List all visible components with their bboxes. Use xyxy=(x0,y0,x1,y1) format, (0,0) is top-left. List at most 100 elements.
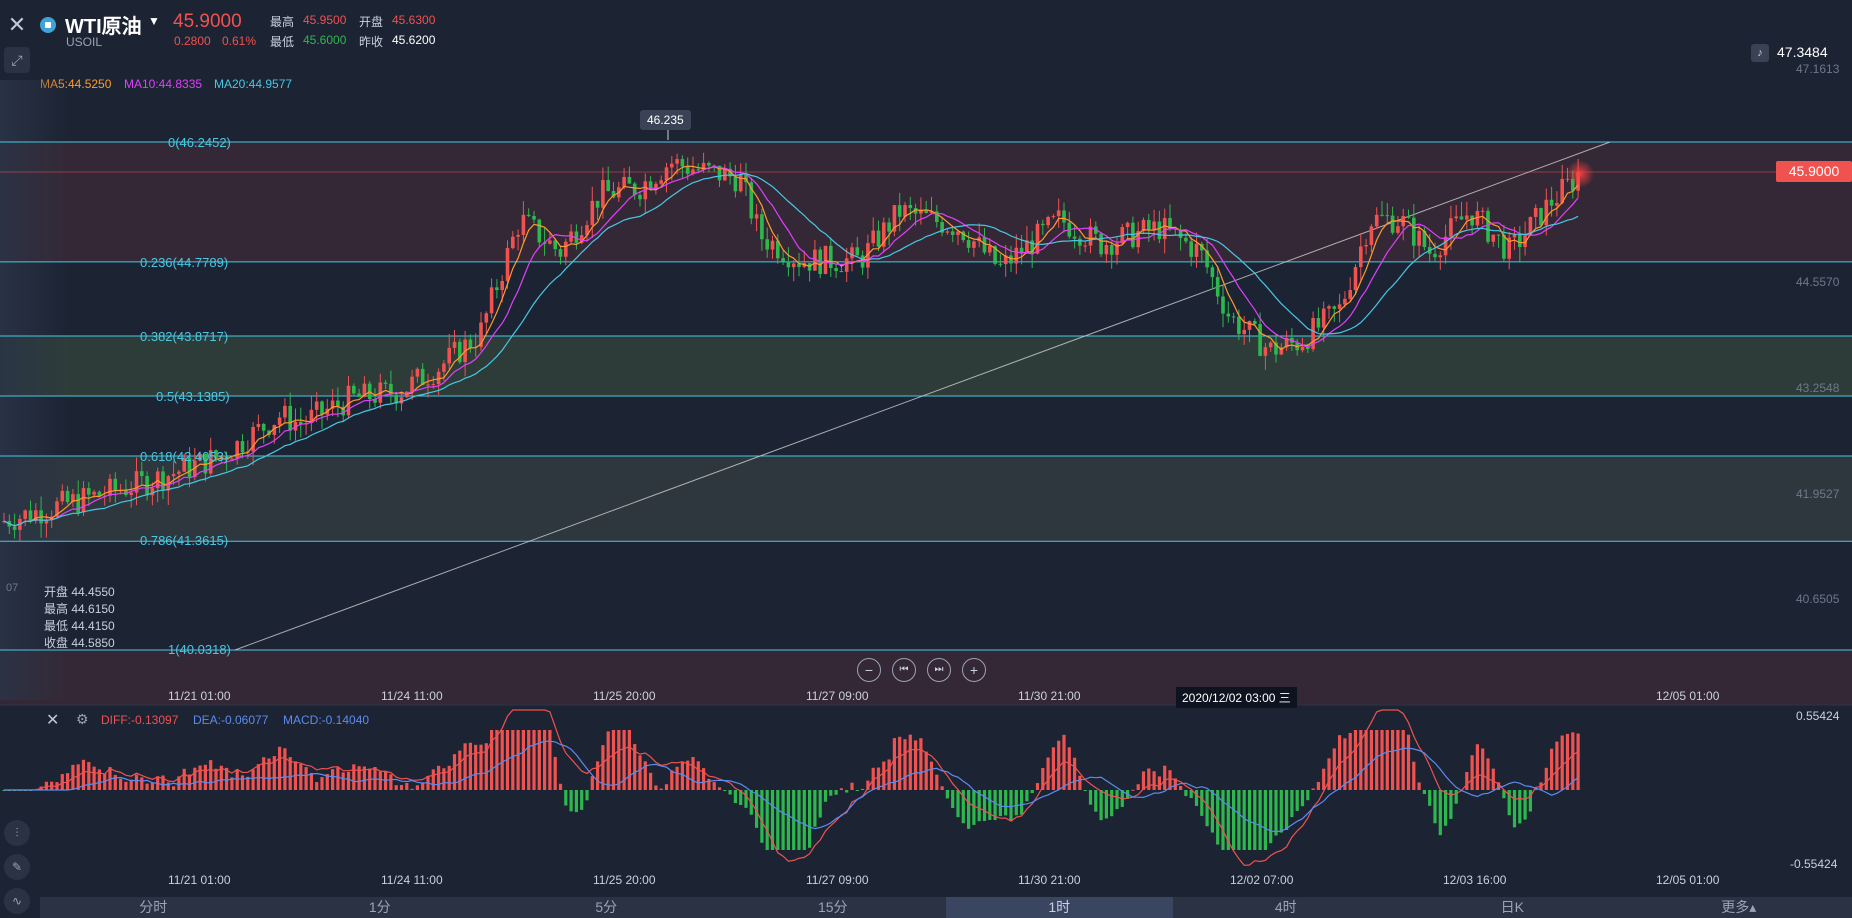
symbol-name[interactable]: WTI原油 xyxy=(65,16,142,38)
candle-body xyxy=(1544,199,1549,226)
macd-bar xyxy=(214,768,218,790)
close-icon[interactable]: ✕ xyxy=(7,12,27,37)
bell-icon[interactable]: ♪ xyxy=(1751,44,1769,62)
tab-1min[interactable]: 1分 xyxy=(368,899,391,915)
macd-bar xyxy=(659,788,663,790)
candle-body xyxy=(373,399,377,403)
scroll-right-button[interactable]: ⏭ xyxy=(927,658,951,682)
tab-timeshare[interactable]: 分时 xyxy=(139,899,168,915)
macd-bar xyxy=(1057,740,1061,790)
macd-bar xyxy=(755,790,759,828)
macd-bar xyxy=(733,790,737,804)
macd-bar xyxy=(60,774,64,790)
macd-bar xyxy=(707,778,711,790)
macd-bar xyxy=(1380,730,1384,790)
macd-bar xyxy=(792,790,796,850)
tab-daily[interactable]: 日K xyxy=(1500,899,1524,915)
macd-bar xyxy=(516,730,520,790)
zoom-in-button[interactable]: + xyxy=(962,658,986,682)
candle-body xyxy=(972,241,976,248)
macd-bar xyxy=(1009,790,1013,822)
macd-bar xyxy=(251,769,255,790)
candle-body xyxy=(1359,246,1363,268)
macd-bar xyxy=(1571,732,1575,790)
settings-icon[interactable]: ⚙ xyxy=(76,711,89,727)
candle-body xyxy=(389,383,393,395)
candle-body xyxy=(426,384,430,386)
draw-tool-icon[interactable]: ⤢ xyxy=(4,47,30,73)
macd-bar xyxy=(1004,790,1008,816)
pencil-icon[interactable]: ✎ xyxy=(4,854,30,880)
indicator-icon[interactable]: ∿ xyxy=(4,888,30,914)
macd-bar xyxy=(1179,785,1183,790)
macd-bar xyxy=(818,790,822,818)
candle-body xyxy=(394,394,398,404)
macd-bar xyxy=(219,765,223,790)
candle-body xyxy=(998,263,1003,265)
macd-bar xyxy=(1375,730,1379,790)
scroll-left-button[interactable]: ⏮ xyxy=(892,658,916,682)
tab-1hour[interactable]: 1时 xyxy=(946,897,1173,918)
zoom-out-button[interactable]: − xyxy=(857,658,881,682)
macd-bar xyxy=(611,730,616,790)
candle-body xyxy=(1221,296,1225,314)
macd-bar xyxy=(1364,730,1368,790)
candle-body xyxy=(579,235,584,243)
candle-body xyxy=(495,287,499,291)
candle-body xyxy=(277,417,282,425)
macd-bar xyxy=(1221,790,1225,850)
macd-bar xyxy=(596,761,600,790)
tab-4hour[interactable]: 4时 xyxy=(1274,899,1297,915)
candle-body xyxy=(638,194,642,200)
candle-body xyxy=(336,400,340,407)
tab-15min[interactable]: 15分 xyxy=(817,899,848,915)
macd-bar xyxy=(161,775,165,790)
macd-bar xyxy=(1253,790,1257,850)
macd-bar xyxy=(723,790,727,791)
macd-x-label: 11/25 20:00 xyxy=(593,873,656,887)
macd-bar xyxy=(267,758,271,790)
macd-bar xyxy=(1067,747,1071,790)
candle-body xyxy=(55,501,59,517)
macd-bar xyxy=(903,739,907,790)
macd-bar xyxy=(172,786,176,790)
macd-bar xyxy=(1237,790,1241,850)
macd-bar xyxy=(1534,788,1538,790)
macd-bar xyxy=(283,748,287,790)
macd-bar xyxy=(580,790,584,810)
macd-x-label: 11/27 09:00 xyxy=(806,873,869,887)
macd-bar xyxy=(272,756,276,790)
candle-body xyxy=(1115,243,1119,255)
candle-body xyxy=(224,455,229,460)
axis-tick: 43.2548 xyxy=(1796,381,1840,395)
chevron-down-icon[interactable]: ▼ xyxy=(148,14,160,28)
macd-bar xyxy=(1189,790,1193,799)
candle-body xyxy=(314,401,319,410)
tab-5min[interactable]: 5分 xyxy=(595,899,618,915)
candle-type-icon[interactable]: ⫶ xyxy=(4,820,30,846)
ma20-line xyxy=(3,172,1579,527)
macd-bar xyxy=(627,730,631,790)
candle-body xyxy=(256,424,261,427)
macd-bar xyxy=(956,790,960,818)
macd-bar xyxy=(564,790,568,806)
macd-bar xyxy=(442,768,446,790)
close-macd-icon[interactable]: ✕ xyxy=(46,712,60,729)
macd-bar xyxy=(914,740,918,790)
macd-bar xyxy=(1263,790,1267,850)
candle-body xyxy=(288,405,292,431)
tab-more[interactable]: 更多▴ xyxy=(1721,899,1757,915)
axis-top-value: 47.3484 xyxy=(1777,44,1828,60)
candle-body xyxy=(214,450,218,458)
macd-bar xyxy=(97,769,101,790)
candle-body xyxy=(903,205,907,217)
macd-bar xyxy=(1232,790,1236,850)
candle-body xyxy=(1560,178,1564,203)
macd-bar xyxy=(532,730,536,790)
macd-bar xyxy=(1073,757,1077,790)
candle-body xyxy=(357,393,361,397)
candle-body xyxy=(707,162,711,166)
fib-zone xyxy=(0,396,1852,456)
candle-body xyxy=(399,397,404,404)
